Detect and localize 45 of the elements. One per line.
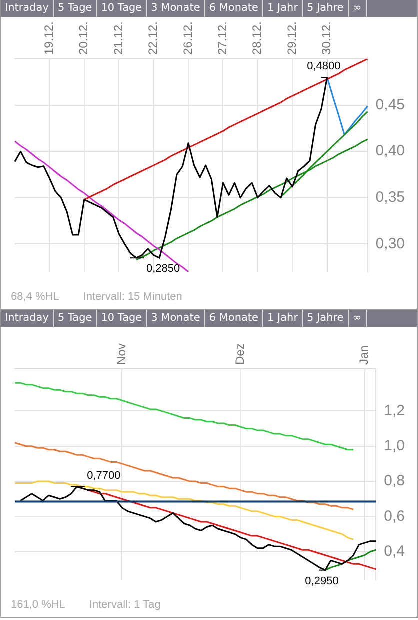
- x-tick-label: 20.12.: [76, 22, 91, 55]
- text: Intervall: 15 Minuten: [83, 291, 182, 305]
- x-tick-label: 30.12.: [320, 22, 334, 55]
- x-tick-label: 29.12.: [284, 22, 299, 55]
- annotation: 0,2850: [146, 263, 180, 276]
- text: 5 Tage: [54, 0, 98, 17]
- text: 161,0 %HL: [11, 599, 66, 613]
- x-tick-label: Nov: [114, 344, 129, 365]
- annotation: 0,2950: [305, 575, 339, 588]
- x-tick-label: 28.12.: [250, 22, 264, 55]
- x-tick-label: Dez: [233, 344, 248, 365]
- text: 1 Jahr: [263, 0, 304, 17]
- x-tick-label: 27.12.: [216, 22, 230, 55]
- annotation: 0,7700: [87, 470, 121, 482]
- y-tick-label: 0,4: [384, 543, 406, 560]
- text: 10 Tage: [97, 0, 148, 17]
- text: 3 Monate: [147, 310, 206, 327]
- text: 68,4 %HL: [11, 291, 60, 305]
- x-tick-label: 19.12.: [42, 22, 56, 55]
- y-tick-label: 0,6: [384, 508, 406, 525]
- text: ∞: [348, 0, 367, 17]
- text: 3 Monate: [147, 0, 206, 17]
- text: 6 Monate: [205, 310, 264, 327]
- annotation: 0,4800: [307, 60, 341, 73]
- text: 5 Jahre: [303, 310, 349, 327]
- text: Intraday: [1, 310, 54, 327]
- y-tick-label: 0,8: [384, 472, 406, 490]
- text: 1 Jahr: [263, 310, 304, 327]
- x-tick-label: Jan: [357, 346, 372, 365]
- y-tick-label: 0,35: [376, 189, 406, 206]
- text: ∞: [348, 310, 367, 327]
- text: 6 Monate: [205, 0, 264, 17]
- x-tick-label: 26.12.: [180, 22, 195, 55]
- y-tick-label: 0,40: [376, 142, 406, 160]
- text: 5 Jahre: [303, 0, 349, 17]
- text: 5 Tage: [54, 310, 98, 327]
- text: Intervall: 1 Tag: [89, 599, 161, 613]
- x-tick-label: 21.12.: [111, 22, 126, 55]
- text: Intraday: [1, 0, 54, 17]
- text: 10 Tage: [97, 310, 148, 327]
- y-tick-label: 1,2: [384, 402, 406, 420]
- y-tick-label: 0,30: [376, 235, 406, 252]
- y-tick-label: 1,0: [384, 438, 406, 455]
- x-tick-label: 22.12.: [146, 22, 160, 55]
- y-tick-label: 0,45: [376, 96, 406, 114]
